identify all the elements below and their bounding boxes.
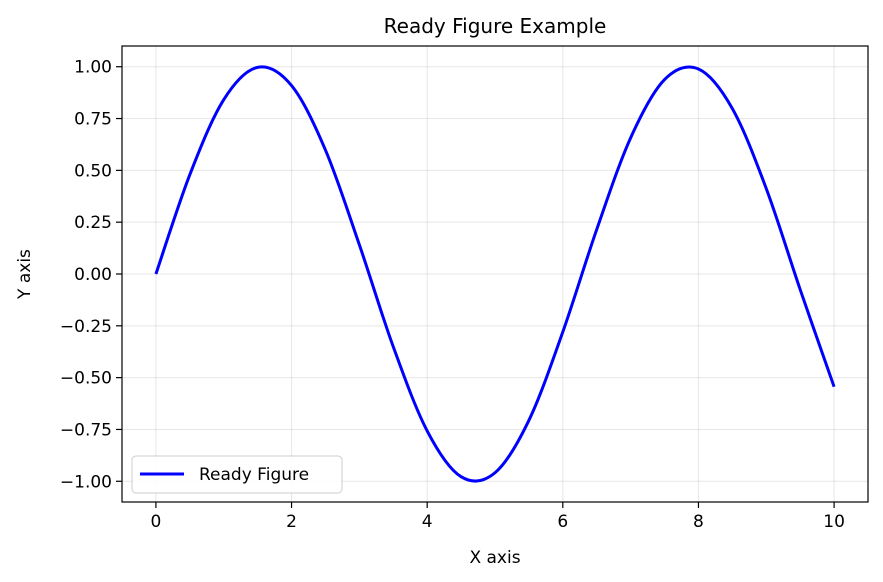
data-point <box>256 66 259 69</box>
x-axis-ticks: 0 2 4 6 8 10 <box>150 502 845 532</box>
data-point <box>494 471 497 474</box>
data-point <box>799 288 802 291</box>
chart-title: Ready Figure Example <box>384 14 607 38</box>
y-tick-label: 0.50 <box>74 161 112 181</box>
y-tick-label: 0.25 <box>74 213 112 233</box>
x-tick-label: 10 <box>823 512 845 532</box>
x-tick-label: 6 <box>557 512 568 532</box>
data-point <box>222 98 225 101</box>
data-point <box>629 136 632 139</box>
data-point <box>188 173 191 176</box>
y-tick-label: 1.00 <box>74 58 112 78</box>
data-point <box>527 419 530 422</box>
x-tick-label: 0 <box>150 512 161 532</box>
data-point <box>324 149 327 152</box>
y-axis-label: Y axis <box>15 249 35 300</box>
y-tick-label: 0.00 <box>74 265 112 285</box>
data-point <box>154 273 157 276</box>
series-layer <box>154 65 836 483</box>
data-point <box>731 107 734 110</box>
y-tick-label: −0.50 <box>60 369 112 389</box>
data-point <box>697 68 700 71</box>
data-point <box>595 228 598 231</box>
data-point <box>561 330 564 333</box>
y-tick-label: −0.25 <box>60 317 112 337</box>
x-tick-label: 2 <box>286 512 297 532</box>
y-tick-label: −1.00 <box>60 472 112 492</box>
data-point <box>833 385 836 388</box>
x-axis-label: X axis <box>469 548 520 568</box>
data-point <box>358 243 361 246</box>
data-point <box>663 78 666 81</box>
grid <box>122 46 868 502</box>
legend: Ready Figure <box>131 455 343 494</box>
series-line <box>154 65 836 483</box>
x-tick-label: 8 <box>693 512 704 532</box>
data-point <box>392 345 395 348</box>
data-point <box>765 187 768 190</box>
data-point <box>426 429 429 432</box>
y-axis-ticks: 1.00 0.75 0.50 0.25 0.00 −0.25 −0.50 −0.75 −1.00 <box>60 58 122 492</box>
x-tick-label: 4 <box>422 512 433 532</box>
data-point <box>460 475 463 478</box>
y-tick-label: 0.75 <box>74 110 112 130</box>
legend-label: Ready Figure <box>199 465 309 485</box>
y-tick-label: −0.75 <box>60 420 112 440</box>
legend-box <box>131 455 343 494</box>
plot-area <box>122 46 868 502</box>
data-point <box>290 84 293 87</box>
